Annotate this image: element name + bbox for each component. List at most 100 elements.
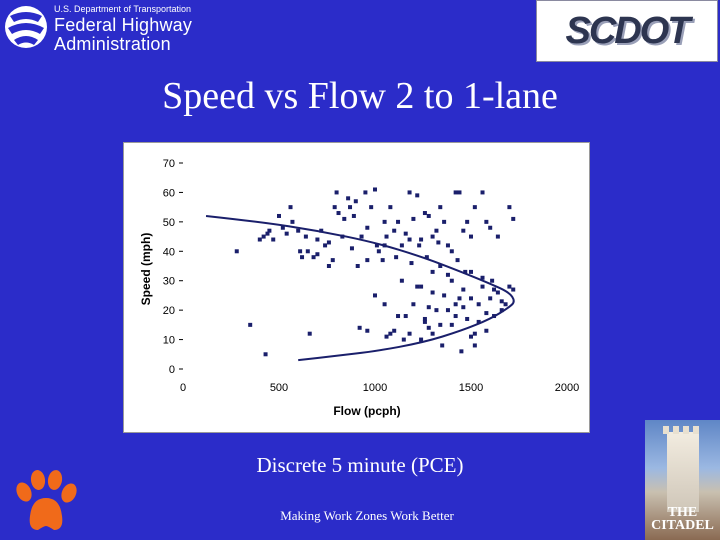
y-tick-label: 40	[163, 246, 175, 258]
data-point	[430, 331, 435, 336]
data-point	[445, 272, 450, 277]
data-point	[484, 311, 489, 316]
data-point	[392, 228, 397, 233]
data-point	[307, 331, 312, 336]
data-point	[399, 278, 404, 283]
data-point	[351, 213, 356, 218]
y-tick-label: 60	[163, 187, 175, 199]
data-point	[284, 231, 289, 236]
y-tick-label: 70	[163, 158, 175, 170]
data-point	[453, 190, 458, 195]
chart-marks	[234, 187, 516, 357]
data-point	[476, 302, 481, 307]
data-point	[495, 234, 500, 239]
data-point	[459, 349, 464, 354]
data-point	[257, 237, 262, 242]
data-point	[469, 334, 473, 339]
data-point	[449, 278, 454, 283]
data-point	[455, 258, 460, 263]
slide-title: Speed vs Flow 2 to 1-lane	[162, 75, 558, 117]
data-point	[376, 249, 381, 254]
data-point	[507, 284, 512, 289]
data-point	[396, 219, 401, 224]
data-point	[430, 234, 435, 239]
data-point	[453, 302, 458, 307]
data-point	[342, 216, 347, 221]
data-point	[348, 205, 353, 210]
y-tick-label: 0	[169, 364, 175, 376]
data-point	[438, 205, 443, 210]
data-point	[430, 269, 435, 274]
data-point	[332, 205, 337, 210]
data-point	[373, 293, 377, 298]
data-point	[330, 258, 335, 263]
data-point	[499, 299, 504, 304]
data-point	[334, 190, 339, 195]
slide-footer: Making Work Zones Work Better	[280, 508, 454, 523]
data-point	[298, 249, 303, 254]
data-point	[426, 213, 431, 218]
data-point	[426, 325, 431, 330]
data-point	[426, 305, 431, 310]
data-point	[440, 343, 445, 348]
fhwa-logo: U.S. Department of Transportation Federa…	[4, 2, 204, 54]
data-point	[346, 196, 351, 201]
data-point	[422, 316, 427, 321]
data-point	[353, 199, 358, 204]
x-axis-label: Flow (pcph)	[333, 404, 400, 418]
data-point	[480, 275, 485, 280]
data-point	[234, 249, 239, 254]
data-point	[263, 352, 268, 357]
data-point	[403, 231, 408, 236]
data-point	[369, 205, 374, 210]
x-tick-label: 2000	[555, 382, 579, 394]
scdot-wordmark: SCDOT	[565, 9, 691, 52]
y-tick-label: 20	[163, 305, 175, 317]
data-point	[365, 328, 370, 333]
data-point	[469, 269, 473, 274]
x-tick-label: 1000	[363, 382, 387, 394]
fhwa-shield-icon	[5, 6, 47, 48]
y-tick-label: 30	[163, 276, 175, 288]
data-point	[422, 211, 427, 216]
data-point	[469, 296, 473, 301]
data-point	[457, 296, 462, 301]
data-point	[438, 322, 443, 327]
data-point	[480, 190, 485, 195]
data-point	[399, 243, 404, 248]
data-point	[265, 231, 270, 236]
data-point	[303, 234, 308, 239]
citadel-tower	[663, 426, 703, 512]
data-point	[415, 193, 420, 198]
data-point	[296, 228, 301, 233]
data-point	[419, 284, 424, 289]
fhwa-line2: Administration	[54, 34, 171, 54]
citadel-logo: THE CITADEL	[645, 420, 720, 540]
data-point	[363, 190, 368, 195]
data-point	[436, 240, 441, 245]
data-point	[315, 237, 320, 242]
chart-panel: 0 10 20 30 40 50 60 70 0 500 1000 1500 2000 Flow (pc…	[123, 142, 590, 433]
data-point	[488, 225, 493, 230]
data-point	[384, 334, 389, 339]
data-point	[248, 322, 253, 327]
x-tick-label: 0	[180, 382, 186, 394]
citadel-line1: THE	[667, 505, 698, 520]
data-point	[365, 258, 370, 263]
data-point	[503, 302, 508, 307]
data-point	[380, 258, 385, 263]
y-tick-label: 50	[163, 217, 175, 229]
data-point	[442, 293, 447, 298]
data-point	[465, 219, 470, 224]
data-point	[355, 264, 360, 268]
data-point	[415, 284, 420, 289]
data-point	[417, 243, 422, 248]
data-point	[461, 287, 466, 292]
speed-flow-chart: 0 10 20 30 40 50 60 70 0 500 1000 1500 2000 Flow (pc…	[139, 158, 579, 418]
data-point	[392, 328, 397, 333]
data-point	[411, 302, 416, 307]
data-point	[382, 302, 387, 307]
data-point	[357, 325, 362, 330]
data-point	[419, 237, 424, 242]
data-point	[422, 319, 427, 324]
